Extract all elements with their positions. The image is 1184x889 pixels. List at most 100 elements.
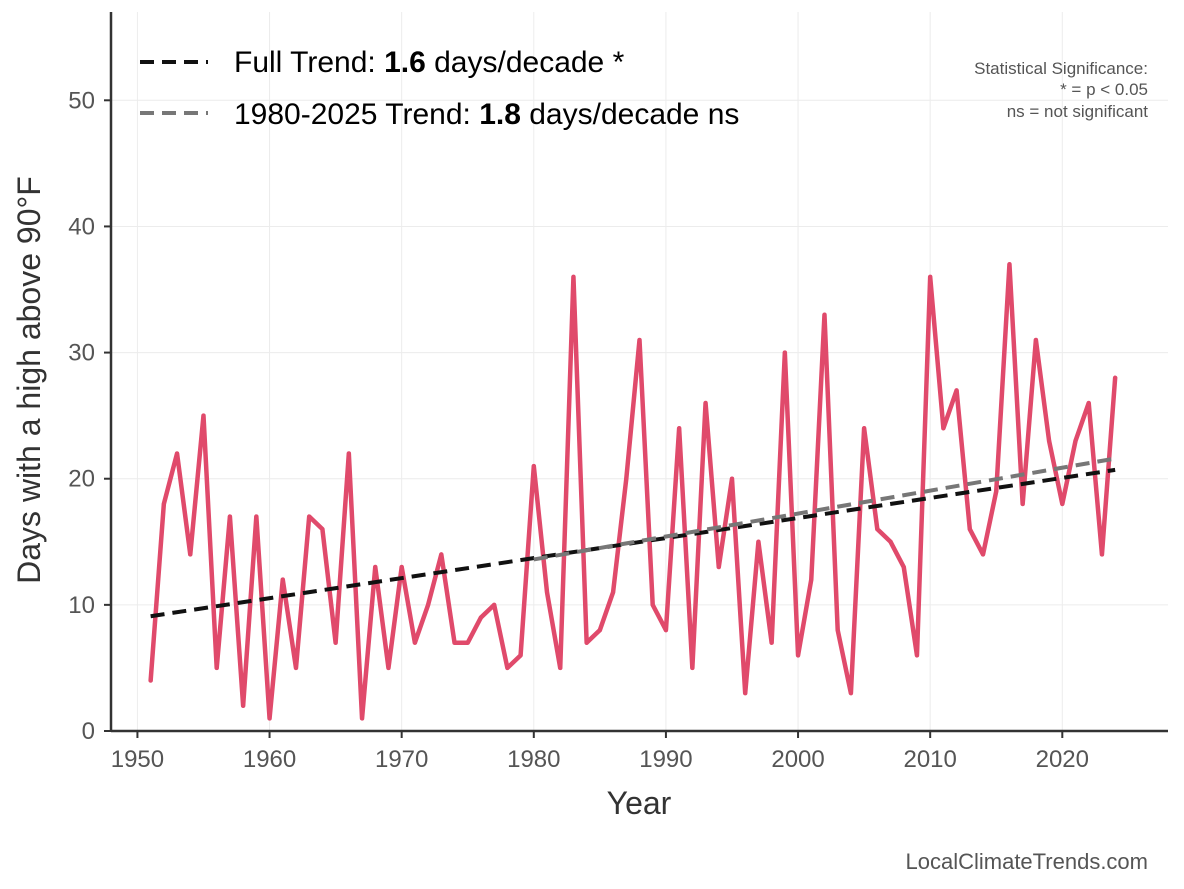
data-point xyxy=(835,628,840,633)
data-point xyxy=(690,665,695,670)
data-point xyxy=(862,426,867,431)
data-point xyxy=(412,640,417,645)
y-axis-title: Days with a high above 90°F xyxy=(11,176,47,584)
significance-note-line2: * = p < 0.05 xyxy=(1060,80,1148,99)
data-point xyxy=(1060,501,1065,506)
data-point xyxy=(663,628,668,633)
data-point xyxy=(809,577,814,582)
data-point xyxy=(1099,552,1104,557)
y-tick-label: 50 xyxy=(68,87,95,114)
data-point xyxy=(1047,438,1052,443)
x-tick-label: 1970 xyxy=(375,746,428,773)
data-point xyxy=(320,527,325,532)
y-tick-label: 10 xyxy=(68,592,95,619)
data-point xyxy=(1033,337,1038,342)
data-point xyxy=(399,565,404,570)
x-tick-label: 2000 xyxy=(771,746,824,773)
data-point xyxy=(175,451,180,456)
legend-recent-trend-value: 1.8 xyxy=(479,98,521,131)
trend-lines xyxy=(150,456,1116,619)
x-axis-title: Year xyxy=(607,785,672,821)
legend-recent-trend-suffix: days/decade ns xyxy=(521,98,739,131)
data-point xyxy=(505,665,510,670)
data-point xyxy=(611,590,616,595)
credit-text: LocalClimateTrends.com xyxy=(906,849,1149,874)
y-ticks: 0 10 20 30 40 50 xyxy=(68,87,111,745)
data-point xyxy=(241,703,246,708)
x-tick-label: 2020 xyxy=(1036,746,1089,773)
data-point xyxy=(967,527,972,532)
data-point xyxy=(954,388,959,393)
legend: Full Trend: 1.6 days/decade * 1980-2025 … xyxy=(140,46,739,131)
data-point xyxy=(875,527,880,532)
data-point xyxy=(545,590,550,595)
x-tick-label: 1990 xyxy=(639,746,692,773)
data-point xyxy=(558,665,563,670)
significance-note-line3: ns = not significant xyxy=(1007,102,1149,121)
data-point xyxy=(439,552,444,557)
data-point xyxy=(1020,501,1025,506)
data-point xyxy=(201,413,206,418)
x-tick-label: 1950 xyxy=(111,746,164,773)
legend-full-trend-value: 1.6 xyxy=(384,46,426,79)
data-point xyxy=(637,337,642,342)
data-point xyxy=(1113,375,1118,380)
data-point xyxy=(214,665,219,670)
x-ticks: 1950 1960 1970 1980 1990 2000 2010 2020 xyxy=(111,731,1089,773)
data-point xyxy=(518,653,523,658)
data-point xyxy=(254,514,259,519)
data-point xyxy=(227,514,232,519)
data-point xyxy=(928,274,933,279)
data-point xyxy=(1086,401,1091,406)
data-point xyxy=(465,640,470,645)
x-tick-label: 2010 xyxy=(903,746,956,773)
data-point xyxy=(492,602,497,607)
data-point xyxy=(531,464,536,469)
data-point xyxy=(769,640,774,645)
data-point xyxy=(901,565,906,570)
data-point xyxy=(981,552,986,557)
y-tick-label: 0 xyxy=(82,718,95,745)
data-point xyxy=(796,653,801,658)
data-point xyxy=(782,350,787,355)
axes xyxy=(109,12,1168,733)
significance-note: Statistical Significance: * = p < 0.05 n… xyxy=(974,59,1148,121)
data-point xyxy=(426,602,431,607)
legend-full-trend-prefix: Full Trend: xyxy=(234,46,384,79)
data-point xyxy=(716,565,721,570)
data-point xyxy=(584,640,589,645)
data-point xyxy=(161,501,166,506)
data-point xyxy=(360,716,365,721)
data-point xyxy=(280,577,285,582)
data-point xyxy=(729,476,734,481)
data-point xyxy=(703,401,708,406)
y-tick-label: 40 xyxy=(68,213,95,240)
data-point xyxy=(1007,262,1012,267)
data-point xyxy=(650,602,655,607)
data-point xyxy=(307,514,312,519)
series-line xyxy=(148,262,1118,721)
data-point xyxy=(677,426,682,431)
data-point xyxy=(941,426,946,431)
data-point xyxy=(293,665,298,670)
grid xyxy=(111,12,1168,732)
x-tick-label: 1960 xyxy=(243,746,296,773)
data-point xyxy=(1073,438,1078,443)
data-point xyxy=(373,565,378,570)
data-point xyxy=(188,552,193,557)
data-point xyxy=(624,476,629,481)
data-point xyxy=(148,678,153,683)
data-point xyxy=(386,665,391,670)
recent-trend-line xyxy=(533,456,1116,562)
x-tick-label: 1980 xyxy=(507,746,560,773)
y-tick-label: 20 xyxy=(68,466,95,493)
legend-label-full-trend: Full Trend: 1.6 days/decade * xyxy=(234,46,625,79)
data-point xyxy=(571,274,576,279)
data-point xyxy=(333,640,338,645)
data-point xyxy=(478,615,483,620)
significance-note-line1: Statistical Significance: xyxy=(974,59,1148,78)
data-point xyxy=(452,640,457,645)
data-point xyxy=(267,716,272,721)
